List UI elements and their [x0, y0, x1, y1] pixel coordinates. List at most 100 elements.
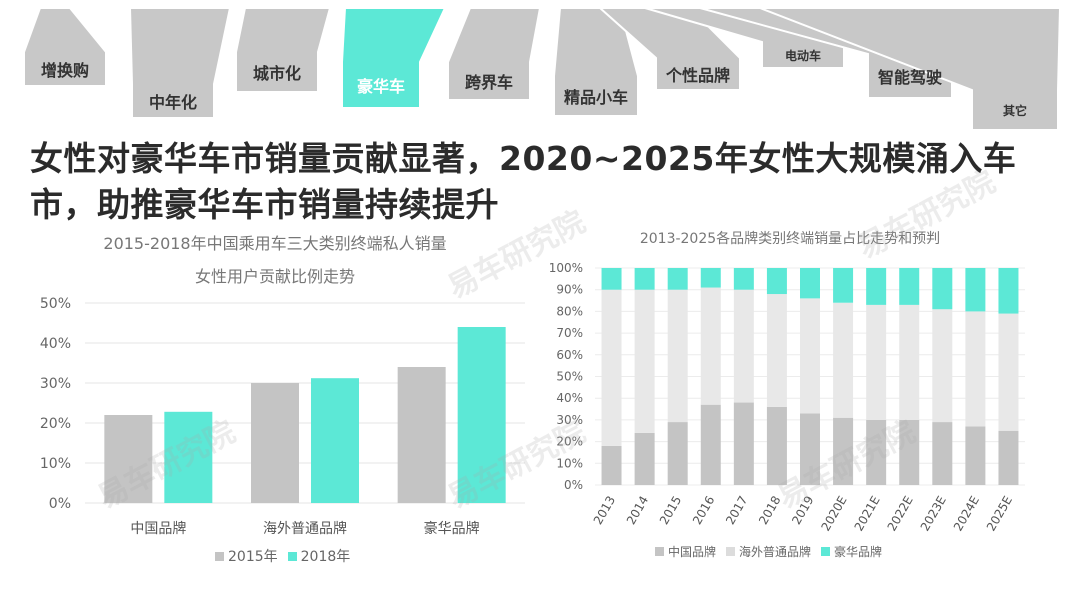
stacked-bar-segment — [700, 268, 721, 288]
y-tick-label: 0% — [49, 496, 71, 512]
trend-tag-shape — [341, 7, 447, 109]
stacked-bar-segment — [800, 413, 820, 485]
stacked-bar-segment — [899, 268, 920, 305]
trend-tag-shape — [23, 7, 107, 87]
stacked-bar-segment — [667, 268, 688, 290]
stacked-bar-segment — [998, 268, 1019, 314]
y-tick-label: 20% — [556, 435, 583, 449]
y-tick-label: 40% — [556, 391, 583, 405]
stacked-bar-segment — [634, 432, 655, 485]
x-tick-label: 2020E — [818, 494, 849, 534]
y-tick-label: 60% — [556, 348, 583, 362]
stacked-bar-segment — [733, 289, 754, 403]
bar — [457, 327, 506, 503]
legend-item: 海外普通品牌 — [726, 543, 811, 560]
trend-tag: 跨界车 — [464, 73, 513, 92]
trend-tag: 其它 — [1002, 103, 1027, 118]
stacked-bar-segment — [667, 289, 688, 423]
headline: 女性对豪华车市销量贡献显著，2020~2025年女性大规模涌入车市，助推豪华车市… — [30, 139, 1017, 224]
legend-label: 2015年 — [228, 549, 278, 565]
y-tick-label: 50% — [40, 296, 71, 312]
y-tick-label: 30% — [556, 413, 583, 427]
trend-tag: 中年化 — [148, 93, 197, 112]
legend-item: 2018年 — [287, 546, 351, 566]
y-tick-label: 10% — [556, 456, 583, 470]
y-tick-label: 50% — [556, 370, 583, 384]
stacked-bar-segment — [833, 268, 854, 303]
stacked-bar-segment — [634, 289, 655, 433]
legend-swatch — [215, 551, 224, 561]
stacked-bar-segment — [667, 422, 688, 485]
trend-tag: 精品小车 — [563, 88, 628, 107]
x-tick-label: 2013 — [591, 494, 618, 527]
bar — [311, 378, 359, 503]
x-tick-label: 2021E — [852, 494, 883, 534]
legend-label: 海外普通品牌 — [739, 545, 812, 559]
right-stacked-bar-chart: 0%10%20%30%40%50%60%70%80%90%100%2013 201… — [549, 261, 1025, 534]
stacked-bar-segment — [700, 404, 721, 485]
legend-label: 2018年 — [300, 549, 351, 565]
trend-tag-shape — [447, 7, 542, 101]
stacked-bar-segment — [965, 426, 986, 485]
y-tick-label: 20% — [40, 416, 71, 432]
x-tick-label: 2016 — [690, 494, 717, 527]
stacked-bar-segment — [601, 289, 622, 446]
bar — [397, 367, 446, 503]
trend-strip-graphic — [23, 7, 1062, 131]
y-tick-label: 10% — [40, 456, 71, 472]
x-tick-label: 2014 — [624, 494, 651, 527]
trend-tag: 豪华车 — [356, 77, 405, 96]
legend-item: 中国品牌 — [655, 543, 716, 560]
trend-tag-shape — [235, 7, 332, 93]
trend-tag: 电动车 — [784, 48, 821, 63]
x-tick-label: 海外普通品牌 — [263, 520, 347, 537]
left-chart-title: 2015-2018年中国乘用车三大类别终端私人销量 — [103, 234, 447, 253]
legend-label: 豪华品牌 — [834, 545, 883, 559]
stacked-bar-segment — [733, 268, 754, 290]
x-tick-label: 2015 — [657, 494, 684, 527]
stacked-bar-segment — [932, 268, 953, 310]
stacked-bar-segment — [866, 419, 887, 485]
legend-swatch — [655, 547, 664, 556]
legend-swatch — [821, 547, 831, 556]
trend-strip: 增换购 中年化 城市化 豪华车 跨界车 精品小车 个性品牌 电动车 智能驾驶 其它 — [0, 0, 1080, 135]
x-tick-label: 2023E — [918, 494, 949, 534]
stacked-bar-segment — [601, 445, 622, 485]
y-tick-label: 100% — [549, 261, 583, 275]
right-chart-legend: 中国品牌 海外普通品牌 豪华品牌 — [655, 543, 892, 560]
legend-label: 中国品牌 — [668, 545, 717, 559]
legend-swatch — [287, 551, 297, 561]
stacked-bar-segment — [601, 268, 622, 290]
y-tick-label: 30% — [40, 376, 71, 392]
y-tick-label: 90% — [556, 283, 583, 297]
y-tick-label: 40% — [40, 336, 71, 352]
stacked-bar-segment — [998, 430, 1019, 485]
legend-item: 豪华品牌 — [821, 543, 882, 560]
stacked-bar-segment — [766, 268, 787, 295]
stacked-bar-segment — [800, 268, 820, 299]
stacked-bar-segment — [932, 422, 953, 485]
bar — [104, 415, 153, 503]
stacked-bar-segment — [965, 268, 986, 312]
stacked-bar-segment — [899, 304, 920, 420]
x-tick-label: 2024E — [951, 494, 982, 534]
stacked-bar-segment — [899, 419, 920, 485]
trend-tag: 智能驾驶 — [877, 68, 942, 87]
left-bar-chart: 0% 10% 20% 30% 40% 50% 中国品牌 海外普通品牌 豪华品牌 — [40, 296, 525, 537]
x-tick-label: 2022E — [885, 494, 916, 534]
right-chart-title: 2013-2025各品牌类别终端销量占比走势和预判 — [639, 231, 941, 247]
y-tick-label: 0% — [564, 478, 583, 492]
legend-swatch — [726, 547, 736, 556]
stacked-bar-segment — [866, 304, 887, 420]
stacked-bar-segment — [965, 311, 986, 427]
y-tick-label: 70% — [556, 326, 583, 340]
stacked-bar-segment — [766, 294, 787, 407]
bar — [164, 411, 213, 503]
y-tick-label: 80% — [556, 304, 583, 318]
x-tick-label: 豪华品牌 — [424, 520, 480, 537]
legend-item: 2015年 — [215, 546, 278, 566]
left-chart-subtitle: 女性用户贡献比例走势 — [194, 267, 355, 286]
x-tick-label: 2017 — [723, 494, 750, 527]
trend-tag-shape — [759, 7, 1062, 131]
left-chart-legend: 2015年 2018年 — [215, 546, 360, 566]
